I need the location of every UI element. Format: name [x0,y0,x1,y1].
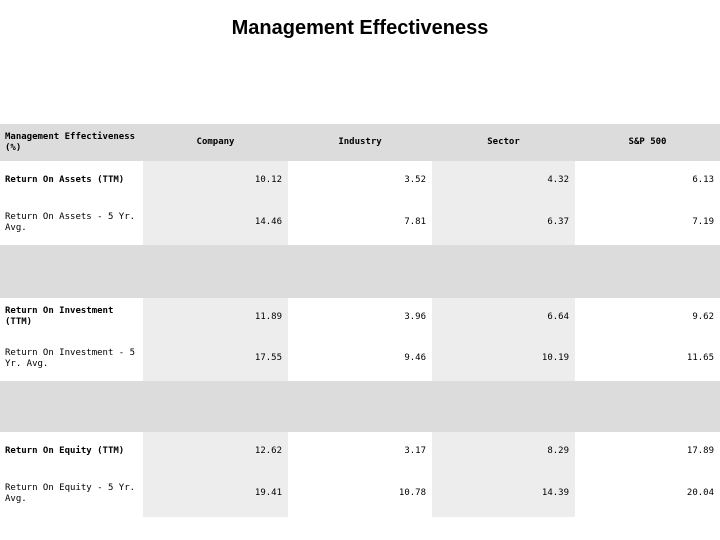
table-row-return-on-equity-ttm: Return On Equity (TTM) 12.62 3.17 8.29 1… [0,432,720,470]
metric-column-header-line1: Management Effectiveness [5,131,136,142]
cell-company: 19.41 [143,470,288,517]
cell-sp500: 6.13 [692,175,714,185]
column-header-sector: Sector [487,137,520,147]
cell-company: 12.62 [143,432,288,470]
separator-band [0,381,720,432]
table-row-return-on-assets-5yr: Return On Assets - 5 Yr. Avg. 14.46 7.81… [0,200,720,245]
cell-sp500: 7.19 [692,217,714,227]
cell-sector: 14.39 [432,470,575,517]
row-label: Return On Investment (TTM) [5,306,114,327]
row-label: Return On Equity (TTM) [5,445,125,456]
cell-industry: 9.46 [404,353,426,363]
cell-company: 17.55 [143,336,288,381]
column-header-company: Company [196,137,235,147]
table-header-row: Management Effectiveness (%) Company Ind… [0,124,720,161]
cell-sp500: 11.65 [686,353,714,363]
row-label: Return On Investment - 5 Yr. Avg. [5,347,136,369]
cell-sp500: 9.62 [692,311,714,322]
column-header-sp500: S&P 500 [628,137,667,147]
metric-column-header: Management Effectiveness (%) [0,124,143,161]
page-title: Management Effectiveness [231,17,489,39]
cell-industry: 3.17 [404,445,426,456]
row-label: Return On Assets (TTM) [5,175,125,185]
cell-company: 14.46 [143,200,288,245]
row-label: Return On Equity - 5 Yr. Avg. [5,482,136,504]
cell-sector: 4.32 [432,161,575,200]
cell-sector: 6.37 [432,200,575,245]
cell-sector: 6.64 [432,298,575,336]
cell-sector: 10.19 [432,336,575,381]
metric-column-header-line2: (%) [5,142,22,153]
cell-industry: 7.81 [404,217,426,227]
cell-sector: 8.29 [432,432,575,470]
cell-industry: 10.78 [398,488,426,498]
cell-industry: 3.96 [404,311,426,322]
cell-company: 10.12 [143,161,288,200]
cell-company: 11.89 [143,298,288,336]
cell-industry: 3.52 [404,175,426,185]
row-label: Return On Assets - 5 Yr. Avg. [5,211,136,233]
column-header-industry: Industry [338,137,382,147]
management-effectiveness-table: Management Effectiveness (%) Company Ind… [0,124,720,517]
table-row-return-on-assets-ttm: Return On Assets (TTM) 10.12 3.52 4.32 6… [0,161,720,200]
table-row-return-on-equity-5yr: Return On Equity - 5 Yr. Avg. 19.41 10.7… [0,470,720,517]
separator-band [0,245,720,298]
cell-sp500: 17.89 [686,445,714,456]
cell-sp500: 20.04 [686,488,714,498]
table-row-return-on-investment-ttm: Return On Investment (TTM) 11.89 3.96 6.… [0,298,720,336]
table-row-return-on-investment-5yr: Return On Investment - 5 Yr. Avg. 17.55 … [0,336,720,381]
